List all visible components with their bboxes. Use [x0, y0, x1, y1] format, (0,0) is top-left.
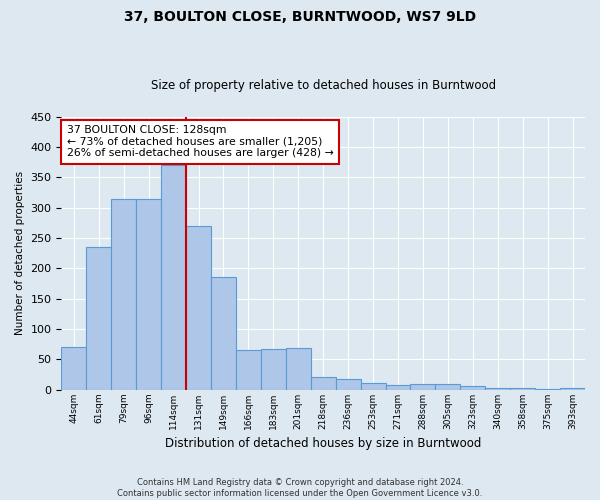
Bar	[560, 388, 585, 390]
Bar	[186, 226, 211, 390]
Bar	[460, 386, 485, 390]
Bar	[61, 347, 86, 390]
Bar	[335, 378, 361, 390]
Bar	[86, 247, 111, 390]
Text: 37 BOULTON CLOSE: 128sqm
← 73% of detached houses are smaller (1,205)
26% of sem: 37 BOULTON CLOSE: 128sqm ← 73% of detach…	[67, 125, 334, 158]
Bar	[311, 378, 335, 390]
Bar	[386, 386, 410, 390]
Text: 37, BOULTON CLOSE, BURNTWOOD, WS7 9LD: 37, BOULTON CLOSE, BURNTWOOD, WS7 9LD	[124, 10, 476, 24]
Title: Size of property relative to detached houses in Burntwood: Size of property relative to detached ho…	[151, 79, 496, 92]
Bar	[361, 384, 386, 390]
Bar	[410, 384, 436, 390]
X-axis label: Distribution of detached houses by size in Burntwood: Distribution of detached houses by size …	[165, 437, 481, 450]
Y-axis label: Number of detached properties: Number of detached properties	[15, 171, 25, 335]
Bar	[111, 198, 136, 390]
Bar	[286, 348, 311, 390]
Bar	[436, 384, 460, 390]
Bar	[510, 388, 535, 390]
Bar	[161, 166, 186, 390]
Text: Contains HM Land Registry data © Crown copyright and database right 2024.
Contai: Contains HM Land Registry data © Crown c…	[118, 478, 482, 498]
Bar	[236, 350, 261, 390]
Bar	[211, 278, 236, 390]
Bar	[261, 349, 286, 390]
Bar	[485, 388, 510, 390]
Bar	[535, 389, 560, 390]
Bar	[136, 198, 161, 390]
